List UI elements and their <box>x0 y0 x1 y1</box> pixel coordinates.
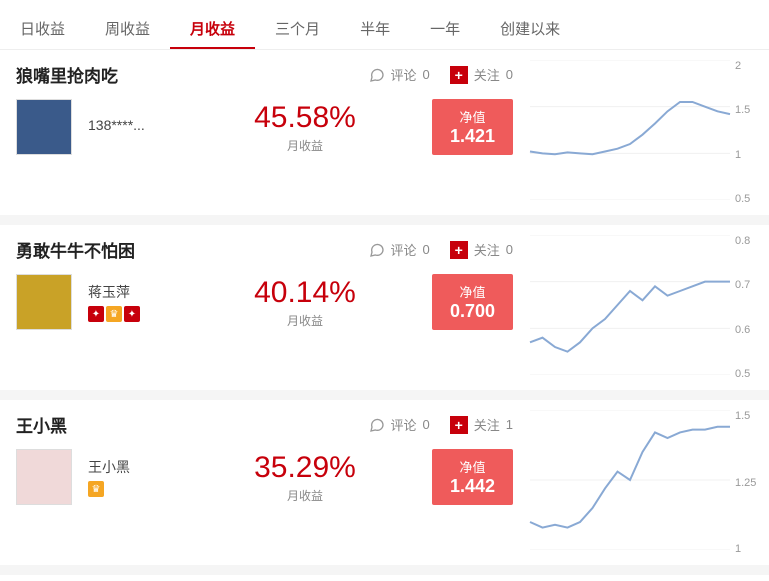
nav-value: 0.700 <box>450 301 495 322</box>
user-badge-red: ✦ <box>124 306 140 322</box>
follow-label[interactable]: 关注 <box>474 65 500 84</box>
nav-label: 净值 <box>450 282 495 301</box>
ytick-label: 1 <box>735 543 761 555</box>
return-percent: 35.29% <box>194 451 416 485</box>
tab-2[interactable]: 月收益 <box>170 10 255 49</box>
badge-row: ♛ <box>88 481 178 497</box>
tab-3[interactable]: 三个月 <box>255 10 340 49</box>
chart-panel: 2 1.5 1 0.5 <box>529 50 769 215</box>
ytick-label: 1.5 <box>735 104 761 116</box>
comment-label[interactable]: 评论 <box>391 415 417 434</box>
chart-panel: 1.5 1.25 1 <box>529 400 769 565</box>
strategy-title[interactable]: 狼嘴里抢肉吃 <box>16 62 118 87</box>
nav-label: 净值 <box>450 107 495 126</box>
sparkline-chart <box>529 60 731 200</box>
comment-label[interactable]: 评论 <box>391 65 417 84</box>
comment-icon[interactable] <box>369 242 385 258</box>
ytick-label: 1.5 <box>735 410 761 422</box>
nav-value: 1.421 <box>450 126 495 147</box>
return-percent: 45.58% <box>194 101 416 135</box>
avatar[interactable] <box>16 449 72 505</box>
sparkline-chart <box>529 235 731 375</box>
ytick-label: 0.5 <box>735 193 761 205</box>
avatar[interactable] <box>16 99 72 155</box>
strategy-title[interactable]: 王小黑 <box>16 412 67 437</box>
user-badge-gold: ♛ <box>88 481 104 497</box>
follow-plus-icon[interactable]: + <box>450 66 468 84</box>
follow-label[interactable]: 关注 <box>474 240 500 259</box>
ranking-card: 王小黑 评论 0 + 关注 1 王小黑 ♛ <box>0 400 769 575</box>
follow-count: 1 <box>506 417 513 432</box>
ytick-label: 0.7 <box>735 279 761 291</box>
tab-6[interactable]: 创建以来 <box>480 10 580 49</box>
chart-yaxis: 1.5 1.25 1 <box>731 410 761 555</box>
nav-box[interactable]: 净值 1.442 <box>432 449 513 505</box>
comment-icon[interactable] <box>369 417 385 433</box>
social-bar: 评论 0 + 关注 1 <box>369 415 514 434</box>
return-label: 月收益 <box>194 487 416 504</box>
tab-0[interactable]: 日收益 <box>0 10 85 49</box>
ytick-label: 0.5 <box>735 368 761 380</box>
follow-plus-icon[interactable]: + <box>450 241 468 259</box>
return-percent: 40.14% <box>194 276 416 310</box>
nav-box[interactable]: 净值 1.421 <box>432 99 513 155</box>
ytick-label: 2 <box>735 60 761 72</box>
comment-count: 0 <box>423 417 430 432</box>
social-bar: 评论 0 + 关注 0 <box>369 240 514 259</box>
return-label: 月收益 <box>194 137 416 154</box>
follow-count: 0 <box>506 67 513 82</box>
follow-label[interactable]: 关注 <box>474 415 500 434</box>
return-label: 月收益 <box>194 312 416 329</box>
follow-plus-icon[interactable]: + <box>450 416 468 434</box>
ranking-card: 狼嘴里抢肉吃 评论 0 + 关注 0 138****... <box>0 50 769 225</box>
social-bar: 评论 0 + 关注 0 <box>369 65 514 84</box>
comment-count: 0 <box>423 67 430 82</box>
comment-label[interactable]: 评论 <box>391 240 417 259</box>
username[interactable]: 蒋玉萍 <box>88 282 178 302</box>
comment-count: 0 <box>423 242 430 257</box>
tab-1[interactable]: 周收益 <box>85 10 170 49</box>
chart-panel: 0.8 0.7 0.6 0.5 <box>529 225 769 390</box>
nav-value: 1.442 <box>450 476 495 497</box>
nav-label: 净值 <box>450 457 495 476</box>
ytick-label: 0.8 <box>735 235 761 247</box>
comment-icon[interactable] <box>369 67 385 83</box>
username[interactable]: 王小黑 <box>88 457 178 477</box>
ytick-label: 0.6 <box>735 324 761 336</box>
tab-5[interactable]: 一年 <box>410 10 480 49</box>
nav-box[interactable]: 净值 0.700 <box>432 274 513 330</box>
sparkline-chart <box>529 410 731 550</box>
strategy-title[interactable]: 勇敢牛牛不怕困 <box>16 237 135 262</box>
follow-count: 0 <box>506 242 513 257</box>
ytick-label: 1.25 <box>735 477 761 489</box>
user-badge-red: ✦ <box>88 306 104 322</box>
ytick-label: 1 <box>735 149 761 161</box>
badge-row: ✦♛✦ <box>88 306 178 322</box>
ranking-card: 勇敢牛牛不怕困 评论 0 + 关注 0 蒋玉萍 ✦♛✦ <box>0 225 769 400</box>
period-tabs: 日收益周收益月收益三个月半年一年创建以来 <box>0 0 769 50</box>
username[interactable]: 138****... <box>88 117 178 133</box>
avatar[interactable] <box>16 274 72 330</box>
chart-yaxis: 2 1.5 1 0.5 <box>731 60 761 205</box>
user-badge-gold: ♛ <box>106 306 122 322</box>
chart-yaxis: 0.8 0.7 0.6 0.5 <box>731 235 761 380</box>
tab-4[interactable]: 半年 <box>340 10 410 49</box>
